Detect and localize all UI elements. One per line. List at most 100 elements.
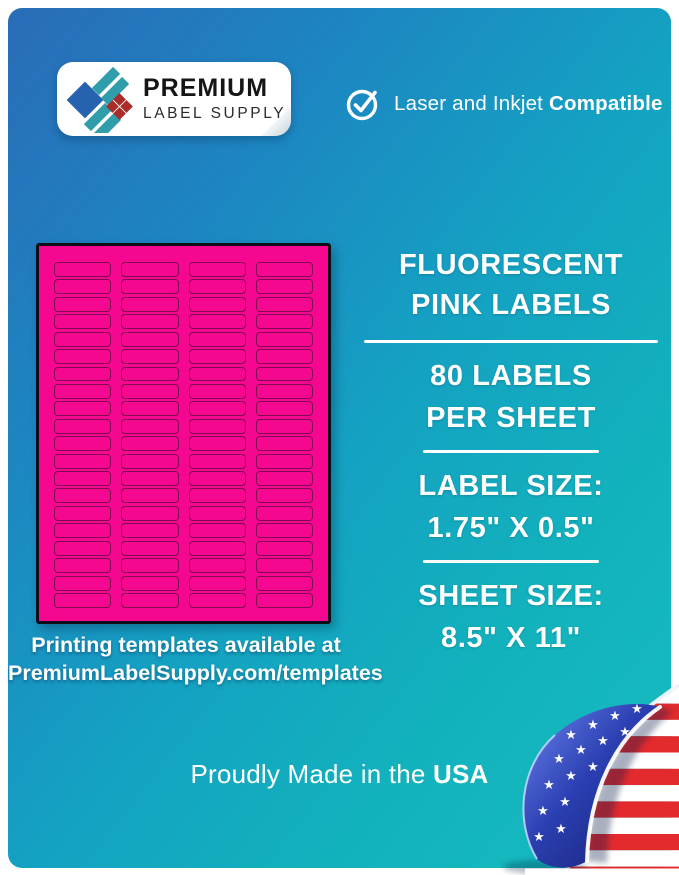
compatibility-text-bold: Compatible [548, 92, 663, 115]
label-cell [255, 558, 313, 574]
product-title-line1: FLUORESCENT [398, 249, 624, 281]
label-cell [121, 575, 179, 591]
label-cell [255, 349, 313, 365]
star-icon: ★ [587, 717, 599, 732]
label-cell [54, 262, 112, 277]
label-cell [188, 262, 246, 277]
label-cell [255, 540, 313, 556]
curl-cast-shadow [587, 707, 673, 863]
star-icon: ★ [565, 768, 577, 783]
sheet-size-label: SHEET SIZE: [418, 580, 604, 612]
made-in-usa-text: Proudly Made in the USA [8, 759, 671, 790]
flag-canton-curl [523, 704, 660, 868]
star-icon: ★ [553, 751, 565, 766]
star-icon: ★ [559, 794, 571, 809]
label-cell [54, 558, 112, 574]
brand-name-bottom: LABEL SUPPLY [143, 105, 287, 122]
brand-logo: PREMIUM LABEL SUPPLY [57, 62, 291, 142]
compatibility-row: Laser and Inkjet Compatible [345, 86, 663, 122]
product-info-column: FLUORESCENT PINK LABELS 80 LABELS PER SH… [360, 251, 662, 653]
label-cell [54, 453, 112, 469]
label-cell [54, 471, 112, 486]
label-cell [188, 349, 246, 365]
brand-logo-text: PREMIUM LABEL SUPPLY [143, 76, 286, 122]
star-icon: ★ [555, 821, 567, 836]
label-cell [255, 575, 313, 591]
page-bottom-border [525, 868, 679, 875]
divider [423, 450, 599, 453]
label-cell [255, 593, 313, 608]
label-cell [188, 505, 246, 521]
label-cell [121, 436, 179, 452]
label-cell [255, 331, 313, 347]
label-cell [255, 366, 313, 382]
checkmark-circle-icon [345, 86, 381, 122]
star-icon: ★ [609, 708, 621, 723]
gradient-card: PREMIUM LABEL SUPPLY Laser and Inkjet Co… [8, 8, 671, 868]
label-cell [54, 331, 112, 347]
label-cell [188, 366, 246, 382]
label-cell [255, 314, 313, 330]
label-cell [54, 401, 112, 417]
label-cell [121, 279, 179, 295]
label-cell [121, 540, 179, 556]
label-cell [121, 418, 179, 434]
label-cell [54, 488, 112, 504]
label-cell [121, 349, 179, 365]
label-cell [188, 453, 246, 469]
label-cell [188, 471, 246, 486]
divider [423, 560, 599, 563]
label-cell [188, 401, 246, 417]
label-cell [188, 558, 246, 574]
compatibility-text-regular: Laser and Inkjet [394, 92, 549, 115]
label-cell [54, 314, 112, 330]
sheet-size-value: 8.5" X 11" [441, 622, 581, 654]
label-cell [121, 593, 179, 608]
caption-line2: PremiumLabelSupply.com/templates [8, 660, 383, 685]
label-cell [188, 296, 246, 312]
label-cell [121, 471, 179, 486]
curl-outer-edge-highlight [522, 734, 556, 860]
label-count-line1: 80 LABELS [430, 360, 592, 392]
label-cell [188, 523, 246, 539]
label-cell [188, 593, 246, 608]
label-cell [54, 418, 112, 434]
label-cell [121, 331, 179, 347]
label-cell [188, 331, 246, 347]
star-icon: ★ [619, 724, 631, 739]
star-icon: ★ [631, 701, 643, 716]
label-cell [188, 418, 246, 434]
label-cell [255, 418, 313, 434]
label-cell [255, 262, 313, 277]
label-cell [54, 593, 112, 608]
label-cell [121, 366, 179, 382]
label-count-line2: PER SHEET [426, 402, 596, 434]
label-cell [121, 314, 179, 330]
label-cell [54, 436, 112, 452]
label-cell [255, 279, 313, 295]
label-cell [255, 296, 313, 312]
label-cell [121, 505, 179, 521]
label-cell [121, 262, 179, 277]
made-in-regular: Proudly Made in the [190, 759, 433, 789]
label-cell [188, 540, 246, 556]
star-icon: ★ [533, 829, 545, 844]
flag-stars: ★★★ ★★★★★★★★★★★★ [533, 701, 643, 844]
star-icon: ★ [543, 777, 555, 792]
divider [364, 340, 658, 343]
label-cell [255, 453, 313, 469]
label-cell [121, 453, 179, 469]
label-cell [255, 383, 313, 399]
label-cell [255, 436, 313, 452]
label-cell [255, 471, 313, 486]
curl-inner-edge-highlight [585, 705, 662, 863]
label-cell [255, 523, 313, 539]
label-cell [121, 383, 179, 399]
label-cell [54, 505, 112, 521]
product-title-line2: PINK LABELS [411, 289, 611, 321]
label-cell [54, 540, 112, 556]
label-cell [54, 366, 112, 382]
label-cell [188, 314, 246, 330]
label-cell [54, 523, 112, 539]
